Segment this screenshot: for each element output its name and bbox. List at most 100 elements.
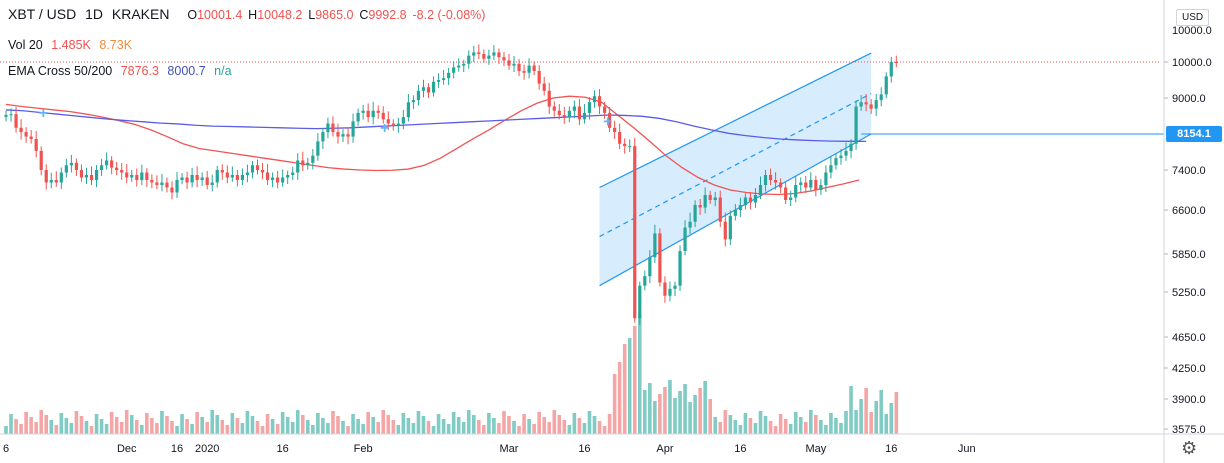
- candle-body: [69, 162, 73, 166]
- volume-bar: [386, 415, 391, 434]
- candle-body: [452, 67, 456, 73]
- high-value: 10048.2: [257, 8, 303, 22]
- volume-bar: [859, 399, 863, 434]
- candle-body: [839, 155, 843, 159]
- volume-bar: [809, 410, 813, 434]
- volume-bar: [441, 419, 446, 434]
- volume-bar: [145, 413, 149, 434]
- volume-bar: [552, 410, 557, 434]
- channel-upper-line[interactable]: [599, 52, 872, 189]
- volume-bar: [562, 420, 567, 434]
- candle-body: [608, 112, 612, 128]
- candle-body: [245, 172, 250, 175]
- candle-body: [874, 100, 878, 109]
- volume-bar: [351, 414, 355, 434]
- candle-body: [618, 132, 622, 144]
- candle-body: [296, 160, 300, 173]
- ohlc-open: O10001.4: [187, 8, 242, 22]
- volume-bar: [124, 410, 129, 434]
- volume-bar: [391, 420, 396, 434]
- candle-body: [814, 180, 818, 190]
- volume-bar: [803, 422, 808, 434]
- volume-bar: [753, 423, 758, 434]
- volume-bar: [195, 412, 199, 434]
- ema-legend[interactable]: EMA Cross 50/200 7876.3 8000.7 n/a: [8, 64, 237, 78]
- candle-body: [738, 205, 742, 210]
- volume-bar: [678, 391, 682, 434]
- volume-bar: [547, 422, 552, 434]
- candle-body: [658, 233, 662, 283]
- volume-bar: [582, 423, 587, 434]
- candle-body: [341, 134, 345, 137]
- volume-bar: [512, 421, 516, 434]
- volume-bar: [814, 415, 818, 434]
- ema-cross-marker: +: [603, 113, 612, 130]
- candle-body: [230, 175, 234, 178]
- candle-body: [431, 81, 436, 93]
- volume-bar: [889, 403, 894, 434]
- price-tick-label: 3575.0: [1172, 424, 1206, 436]
- gear-icon[interactable]: ⚙: [1181, 438, 1198, 458]
- candle-body: [457, 65, 461, 68]
- volume-legend[interactable]: Vol 20 1.485K 8.73K: [8, 38, 137, 52]
- volume-bar: [718, 422, 723, 434]
- volume-bar: [517, 426, 521, 434]
- volume-bar: [396, 425, 401, 434]
- candle-body: [416, 90, 421, 101]
- volume-bar: [270, 419, 275, 434]
- volume-bar: [758, 411, 763, 434]
- candle-body: [170, 187, 174, 193]
- candle-body: [24, 132, 28, 137]
- volume-bar: [648, 383, 652, 434]
- candle-body: [175, 180, 179, 193]
- volume-bar: [421, 416, 426, 434]
- candle-body: [115, 167, 119, 170]
- candle-body: [44, 170, 48, 183]
- open-label: O: [187, 8, 198, 22]
- volume-bar: [668, 380, 672, 434]
- volume-bar: [763, 416, 768, 434]
- volume-bar: [155, 423, 159, 434]
- candle-body: [597, 96, 602, 107]
- candle-body: [180, 177, 184, 180]
- candle-body: [743, 197, 748, 205]
- price-tick-label: 10000.0: [1172, 57, 1212, 69]
- volume-bar: [134, 420, 139, 434]
- time-tick-label: Mar: [500, 443, 519, 455]
- volume-bar: [748, 418, 753, 434]
- ema200-value: 8000.7: [167, 64, 206, 78]
- candle-body: [356, 112, 360, 122]
- volume-bar: [230, 413, 235, 434]
- candle-body: [326, 123, 330, 133]
- volume-bar: [788, 424, 793, 434]
- candle-body: [492, 52, 496, 56]
- candle-body: [447, 72, 451, 79]
- symbol-name[interactable]: XBT / USD: [8, 6, 77, 22]
- candle-body: [301, 160, 305, 166]
- price-tick-label: 5250.0: [1172, 287, 1206, 299]
- volume-bar: [401, 413, 406, 434]
- currency-button[interactable]: USD: [1176, 9, 1210, 26]
- candle-body: [849, 143, 853, 151]
- candle-body: [105, 160, 109, 166]
- candle-body: [763, 175, 768, 185]
- ohlc-close: C9992.8: [359, 8, 406, 22]
- candle-body: [49, 180, 53, 183]
- interval[interactable]: 1D: [85, 6, 103, 22]
- candle-body: [401, 117, 405, 124]
- candle-body: [316, 141, 320, 156]
- candle-body: [376, 110, 380, 113]
- volume-bar: [114, 417, 119, 434]
- candle-body: [562, 115, 566, 118]
- candle-body: [794, 185, 798, 198]
- candle-body: [859, 102, 863, 107]
- volume-bar: [773, 426, 778, 434]
- candle-body: [613, 127, 617, 133]
- candle-body: [683, 227, 687, 252]
- volume-bar: [874, 401, 878, 434]
- volume-bar: [698, 388, 702, 434]
- candle-body: [281, 177, 285, 183]
- volume-bar: [482, 425, 486, 434]
- ema200-line: [5, 109, 867, 143]
